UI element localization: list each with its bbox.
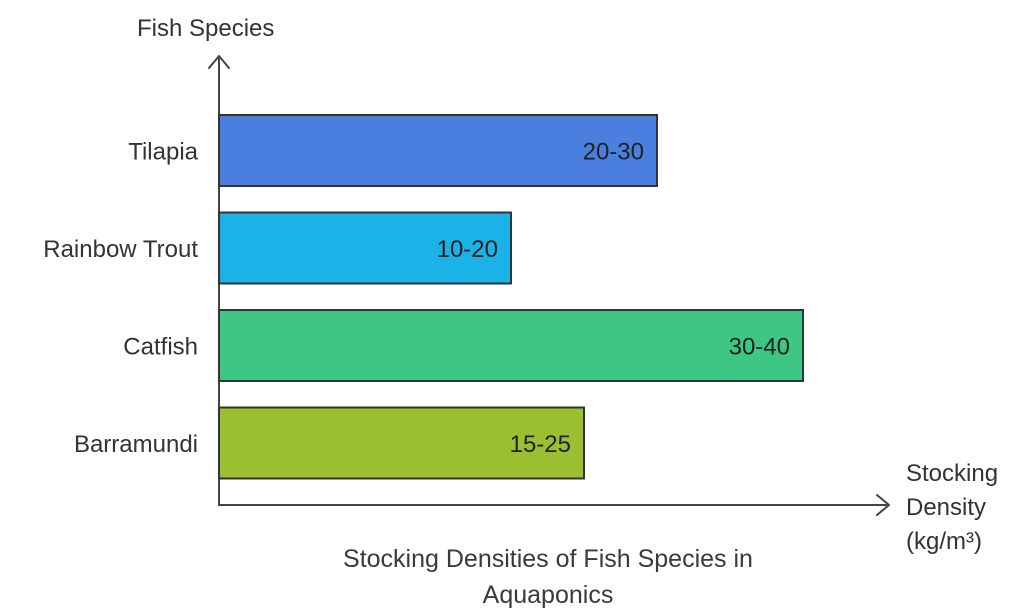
bar-value-label: 15-25 — [510, 431, 571, 458]
chart-title-line2: Aquaponics — [483, 581, 614, 609]
category-label-tilapia: Tilapia — [128, 139, 198, 166]
bar-rainbow-trout — [218, 211, 512, 285]
category-label-catfish: Catfish — [123, 334, 198, 361]
chart-title-line1: Stocking Densities of Fish Species in — [343, 545, 753, 573]
bar-value-label: 30-40 — [729, 334, 790, 361]
bar-barramundi — [218, 406, 585, 480]
bar-value-label: 20-30 — [583, 139, 644, 166]
bar-catfish — [218, 309, 804, 382]
bars-group: 20-30 Tilapia 10-20 Rainbow Trout 30-40 Catfi… — [43, 114, 804, 480]
x-axis — [218, 494, 890, 516]
y-axis-arrow-icon — [208, 55, 230, 69]
y-axis-title: Fish Species — [137, 15, 274, 42]
x-axis-title-line2: Density — [906, 494, 986, 521]
bar-value-label: 10-20 — [437, 236, 498, 263]
bar-tilapia — [218, 114, 658, 187]
x-axis-title-line3: (kg/m³) — [906, 528, 982, 555]
x-axis-arrow-icon — [876, 494, 890, 516]
category-label-rainbow-trout: Rainbow Trout — [43, 236, 198, 263]
x-axis-title-line1: Stocking — [906, 460, 998, 487]
category-label-barramundi: Barramundi — [74, 431, 198, 458]
